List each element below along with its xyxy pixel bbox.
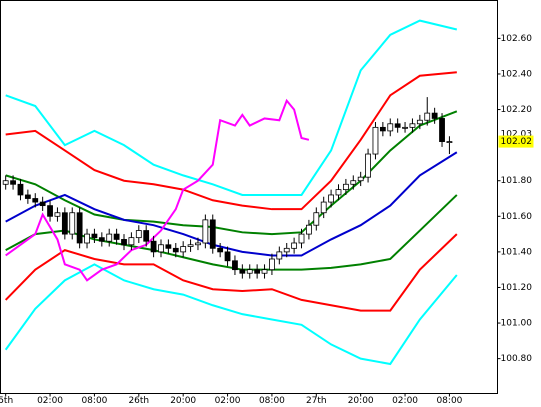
candle-body	[261, 269, 268, 274]
band-line	[4, 233, 458, 312]
x-tick-label: 08:00	[81, 396, 107, 406]
candle-body	[269, 258, 275, 271]
x-tick-label: 26th	[128, 396, 149, 406]
x-tick-label: 08:00	[436, 396, 462, 406]
candle-body	[298, 233, 305, 244]
band-line	[5, 98, 310, 282]
candle-body	[409, 123, 416, 128]
candle-body	[357, 176, 364, 182]
candle-body	[291, 242, 298, 249]
candle-body	[424, 112, 431, 121]
candle-body	[135, 230, 142, 239]
candle-body	[165, 244, 172, 249]
x-tick-label: 08:00	[259, 396, 285, 406]
y-tick-label: 102.20	[501, 105, 533, 115]
candle-body	[17, 183, 24, 196]
candle-body	[47, 205, 53, 217]
candle-body	[416, 119, 423, 125]
candle-body	[128, 237, 135, 246]
candle-body	[2, 180, 9, 185]
x-tick-label: 27th	[306, 396, 327, 406]
candle-body	[350, 180, 357, 185]
candle-body	[32, 198, 39, 203]
candle-body	[76, 212, 83, 244]
candle-body	[39, 201, 46, 207]
candle-body	[439, 118, 445, 142]
y-tick-label: 100.80	[501, 354, 533, 364]
candle-body	[187, 244, 194, 247]
candle-body	[387, 123, 394, 132]
y-tick-label: 101.00	[501, 319, 533, 329]
candle-body	[158, 244, 164, 253]
candle-body	[276, 251, 283, 260]
candle-body	[246, 269, 253, 274]
candle-body	[209, 219, 216, 249]
candle-body	[61, 212, 68, 235]
x-tick-label: 02:00	[392, 396, 418, 406]
candle-body	[335, 189, 342, 196]
candle-body	[217, 247, 224, 253]
candle-body	[224, 251, 231, 262]
candle-body	[379, 126, 386, 132]
candle-body	[365, 153, 371, 178]
candle-body	[394, 123, 401, 128]
price-marker-label: 102.02	[501, 137, 533, 147]
y-tick-label: 101.60	[501, 212, 533, 222]
candle-body	[431, 112, 438, 119]
candle-body	[328, 194, 334, 203]
y-tick-label: 102.40	[501, 69, 533, 79]
candle-body	[239, 269, 246, 274]
candle-body	[313, 212, 320, 226]
candle-body	[180, 246, 187, 253]
y-tick-label: 101.20	[501, 283, 533, 293]
y-tick-label: 101.40	[501, 247, 533, 257]
candle-body	[372, 126, 379, 155]
candle-body	[195, 242, 201, 246]
candle-body	[402, 126, 408, 129]
candle-body	[84, 233, 90, 244]
candle-body	[342, 183, 349, 191]
candle-body	[232, 260, 238, 271]
candle-body	[202, 219, 209, 244]
candle-body	[446, 141, 453, 143]
band-line	[5, 19, 458, 196]
candle-body	[113, 233, 120, 240]
candle-body	[10, 180, 16, 185]
candle-body	[306, 224, 312, 235]
candle-body	[106, 233, 113, 242]
y-tick-label: 102.60	[501, 34, 533, 44]
candle-body	[172, 247, 179, 253]
candle-body	[24, 194, 31, 199]
candle-body	[121, 239, 127, 246]
x-tick-label: 20:00	[170, 396, 196, 406]
candle-body	[143, 230, 150, 242]
candle-body	[283, 247, 290, 253]
candle-body	[320, 201, 327, 214]
band-line	[4, 263, 458, 366]
candle-body	[150, 240, 157, 253]
x-tick-label: 02:00	[215, 396, 241, 406]
candle-body	[54, 212, 61, 217]
candle-body	[91, 233, 98, 239]
x-tick-label: 20:00	[348, 396, 374, 406]
band-line	[5, 71, 457, 211]
x-tick-label: 02:00	[37, 396, 63, 406]
candle-body	[98, 237, 105, 242]
candle-body	[254, 269, 261, 274]
lagging-price-label: 102.03	[501, 129, 533, 139]
plot-frame	[0, 0, 498, 394]
x-tick-label: 5th	[0, 396, 13, 406]
candle-body	[69, 212, 76, 235]
price-marker-box	[498, 135, 534, 148]
y-tick-label: 101.80	[501, 176, 533, 186]
